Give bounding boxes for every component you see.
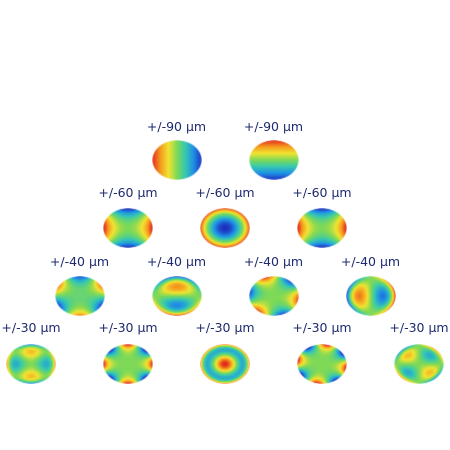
wavefront-map-tilt-vertical <box>248 140 299 180</box>
wavefront-map-trefoil-oblique <box>345 276 396 316</box>
amplitude-label: +/-30 µm <box>292 320 352 335</box>
wavefront-map-tilt-horizontal <box>151 140 202 180</box>
wavefront-map-spherical <box>200 344 250 384</box>
amplitude-label: +/-30 µm <box>389 320 449 335</box>
wavefront-map-coma-horizontal <box>248 276 299 316</box>
amplitude-label: +/-60 µm <box>98 185 158 200</box>
amplitude-label: +/-30 µm <box>195 320 255 335</box>
wavefront-map-quadrafoil-oblique <box>394 344 444 384</box>
amplitude-label: +/-30 µm <box>1 320 61 335</box>
wavefront-map-secondary-astigmatism-oblique <box>103 344 153 384</box>
amplitude-label: +/-60 µm <box>195 185 255 200</box>
amplitude-label: +/-40 µm <box>49 254 110 269</box>
wavefront-map-trefoil-vertical <box>54 276 105 316</box>
amplitude-label: +/-60 µm <box>292 185 352 200</box>
amplitude-label: +/-40 µm <box>340 254 401 269</box>
wavefront-map-secondary-astigmatism-vertical <box>297 344 347 384</box>
wavefront-map-coma-vertical <box>151 276 202 316</box>
wavefront-map-defocus <box>200 208 250 248</box>
amplitude-label: +/-40 µm <box>146 254 207 269</box>
amplitude-label: +/-90 µm <box>146 119 207 134</box>
amplitude-label: +/-40 µm <box>243 254 304 269</box>
wavefront-map-astigmatism-oblique <box>103 208 153 248</box>
wavefront-map-astigmatism-vertical <box>297 208 347 248</box>
amplitude-label: +/-30 µm <box>98 320 158 335</box>
wavefront-map-quadrafoil-vertical <box>6 344 56 384</box>
amplitude-label: +/-90 µm <box>243 119 304 134</box>
